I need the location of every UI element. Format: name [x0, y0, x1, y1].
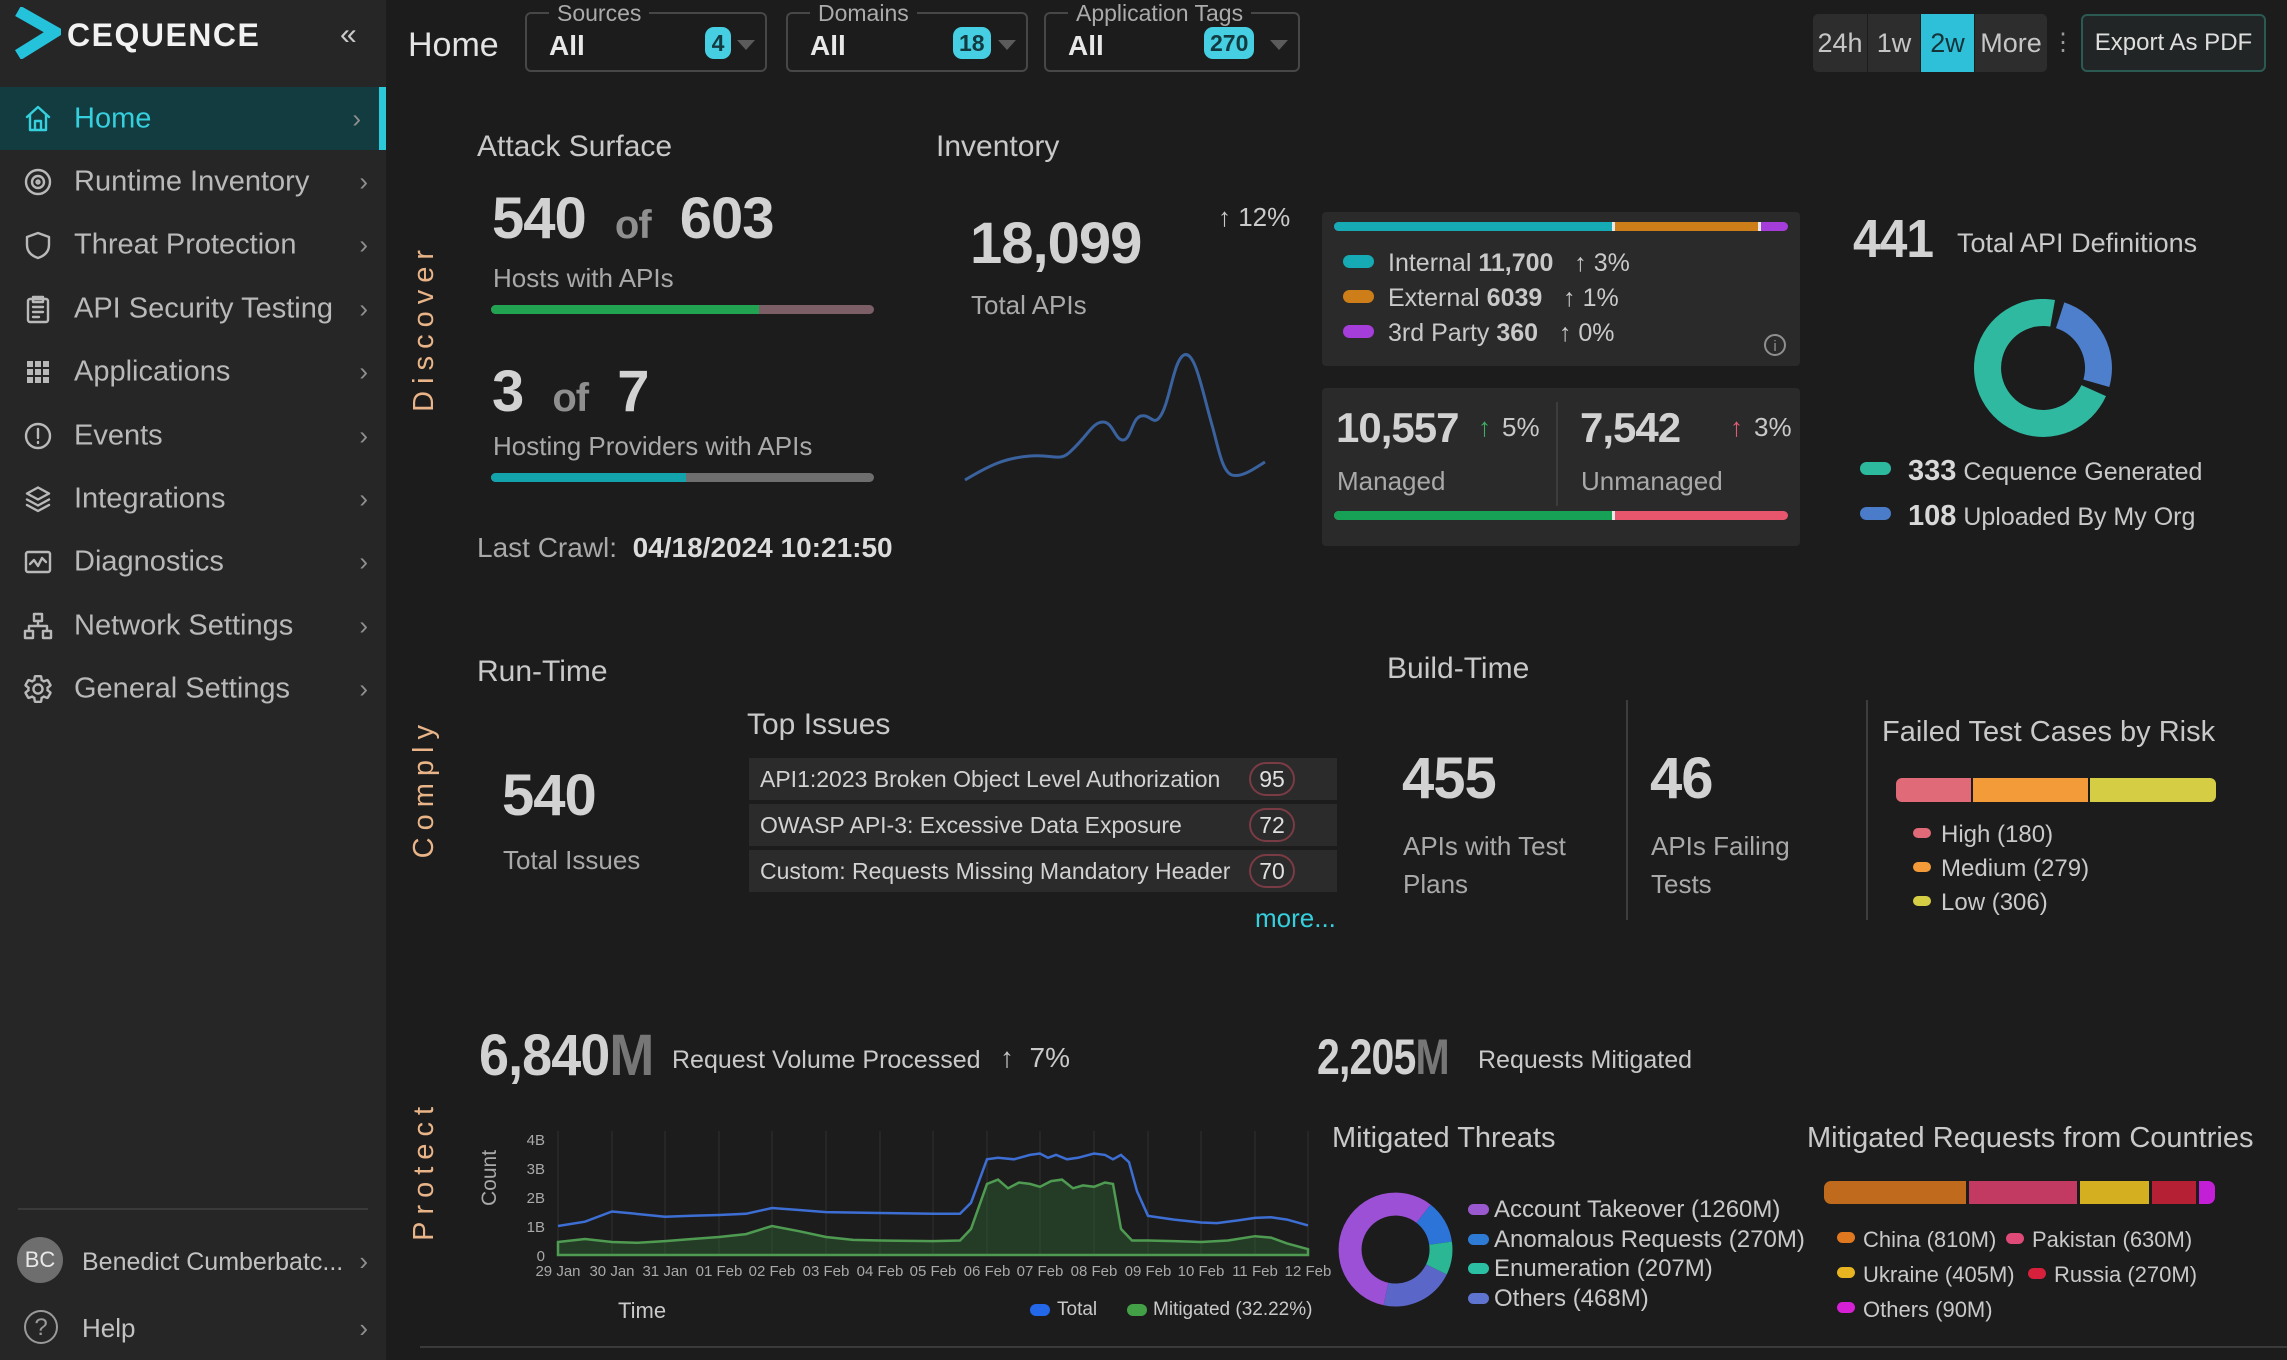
- svg-text:29 Jan: 29 Jan: [535, 1263, 580, 1280]
- svg-text:03 Feb: 03 Feb: [803, 1263, 850, 1280]
- svg-text:0: 0: [537, 1248, 545, 1265]
- svg-text:05 Feb: 05 Feb: [910, 1263, 957, 1280]
- svg-text:01 Feb: 01 Feb: [696, 1263, 743, 1280]
- svg-text:30 Jan: 30 Jan: [589, 1263, 634, 1280]
- svg-text:1B: 1B: [527, 1219, 545, 1236]
- svg-text:06 Feb: 06 Feb: [964, 1263, 1011, 1280]
- svg-text:04 Feb: 04 Feb: [857, 1263, 904, 1280]
- svg-text:11 Feb: 11 Feb: [1232, 1263, 1278, 1280]
- svg-text:09 Feb: 09 Feb: [1125, 1263, 1172, 1280]
- svg-text:31 Jan: 31 Jan: [642, 1263, 687, 1280]
- svg-text:08 Feb: 08 Feb: [1071, 1263, 1118, 1280]
- svg-text:07 Feb: 07 Feb: [1017, 1263, 1064, 1280]
- svg-text:02 Feb: 02 Feb: [749, 1263, 796, 1280]
- svg-text:4B: 4B: [527, 1132, 545, 1149]
- svg-text:12 Feb: 12 Feb: [1285, 1263, 1332, 1280]
- svg-text:10 Feb: 10 Feb: [1178, 1263, 1225, 1280]
- svg-text:2B: 2B: [527, 1190, 545, 1207]
- svg-text:3B: 3B: [527, 1161, 545, 1178]
